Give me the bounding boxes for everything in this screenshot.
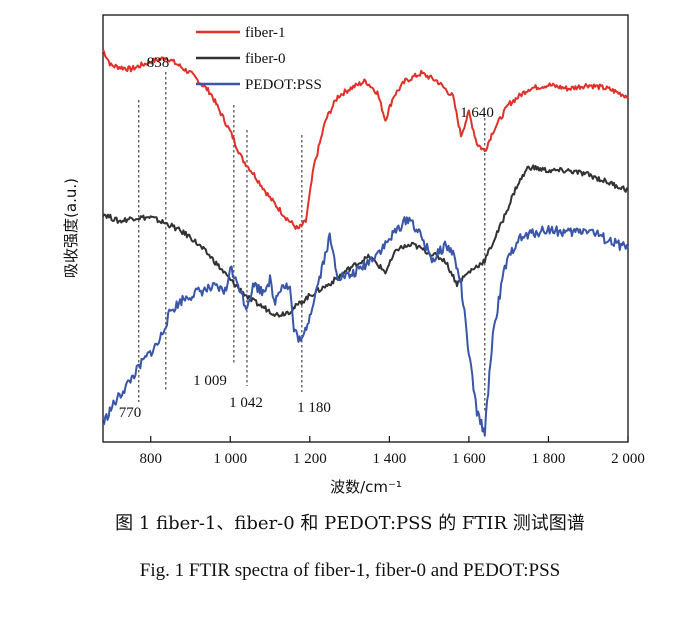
legend-label: fiber-0 — [245, 51, 286, 67]
peak-annotation: 838 — [147, 55, 170, 71]
legend-label: fiber-1 — [245, 25, 286, 41]
peak-annotation: 770 — [119, 405, 142, 421]
peak-annotation: 1 640 — [460, 105, 494, 121]
x-tick-label: 1 800 — [532, 451, 566, 467]
peak-annotation: 1 180 — [297, 400, 331, 416]
x-axis-label: 波数/cm⁻¹ — [330, 478, 402, 496]
legend-label: PEDOT:PSS — [245, 77, 322, 93]
series-line-fiber-0 — [102, 164, 629, 318]
x-tick-label: 2 000 — [611, 451, 645, 467]
plot-frame — [102, 14, 629, 443]
x-tick-label: 1 200 — [293, 451, 327, 467]
y-axis-label: 吸收强度(a.u.) — [62, 178, 80, 278]
x-tick-label: 1 000 — [213, 451, 247, 467]
series-line-fiber-1 — [102, 49, 629, 230]
peak-annotation: 1 042 — [229, 395, 263, 411]
x-tick-label: 800 — [139, 451, 162, 467]
x-tick-label: 1 600 — [452, 451, 486, 467]
figure-caption-chinese: 图 1 fiber-1、fiber-0 和 PEDOT:PSS 的 FTIR 测… — [115, 513, 585, 534]
figure-caption-english: Fig. 1 FTIR spectra of fiber-1, fiber-0 … — [139, 560, 561, 581]
series-line-pedot-pss — [102, 216, 629, 437]
peak-annotation: 1 009 — [193, 373, 227, 389]
x-tick-label: 1 400 — [372, 451, 406, 467]
